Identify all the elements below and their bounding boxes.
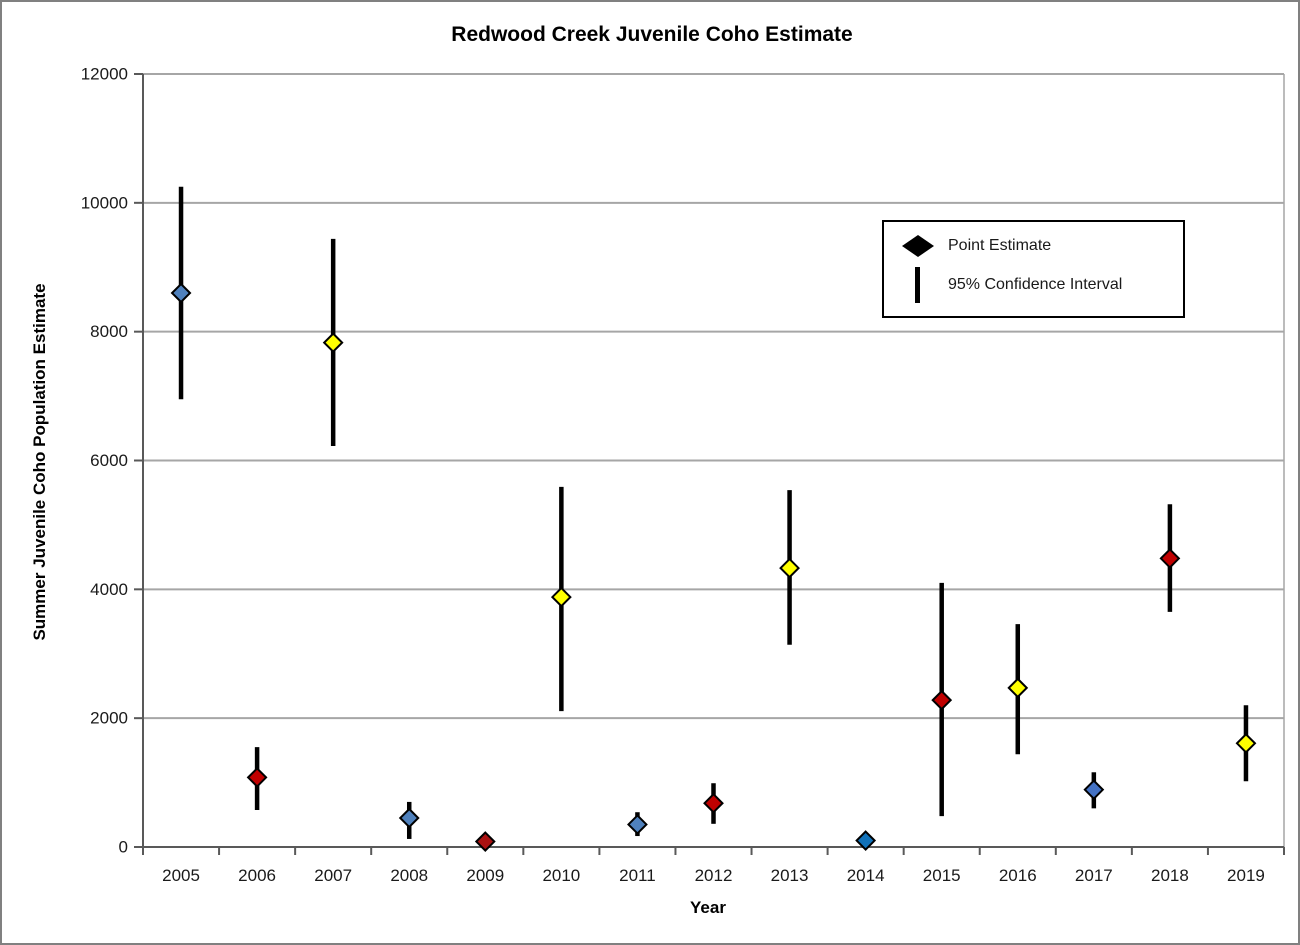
y-axis-title: Summer Juvenile Coho Population Estimate <box>30 283 49 641</box>
legend-label-confidence-interval: 95% Confidence Interval <box>948 276 1123 294</box>
x-tick-label-2006: 2006 <box>238 866 276 885</box>
x-tick-label-2014: 2014 <box>847 866 885 885</box>
y-tick-label-10000: 10000 <box>81 193 128 212</box>
data-point-2016 <box>1007 677 1029 699</box>
chart-title: Redwood Creek Juvenile Coho Estimate <box>451 23 853 46</box>
legend-item-confidence-interval: 95% Confidence Interval <box>900 265 1183 305</box>
diamond-icon <box>902 234 934 257</box>
data-point-2017 <box>1083 779 1105 801</box>
legend: Point Estimate 95% Confidence Interval <box>882 220 1185 318</box>
x-tick-label-2011: 2011 <box>619 866 656 885</box>
x-tick-label-2015: 2015 <box>923 866 961 885</box>
vertical-bar-icon <box>915 267 920 304</box>
x-tick-label-2018: 2018 <box>1151 866 1189 885</box>
x-tick-label-2007: 2007 <box>314 866 352 885</box>
y-tick-label-6000: 6000 <box>90 451 128 470</box>
x-tick-label-2009: 2009 <box>466 866 504 885</box>
y-tick-label-4000: 4000 <box>90 580 128 599</box>
y-tick-label-0: 0 <box>119 838 128 857</box>
data-point-2013 <box>779 557 800 579</box>
legend-item-point-estimate: Point Estimate <box>900 233 1183 259</box>
data-point-2015 <box>931 689 953 711</box>
data-point-2009 <box>474 831 496 852</box>
x-tick-label-2019: 2019 <box>1227 866 1265 885</box>
y-tick-label-2000: 2000 <box>90 709 128 728</box>
data-point-2011 <box>627 814 648 835</box>
x-axis-title: Year <box>690 898 726 917</box>
data-point-2007 <box>322 332 344 354</box>
x-tick-label-2010: 2010 <box>542 866 580 885</box>
x-tick-label-2016: 2016 <box>999 866 1037 885</box>
data-point-2005 <box>170 282 192 304</box>
x-tick-label-2008: 2008 <box>390 866 428 885</box>
y-tick-label-12000: 12000 <box>81 65 128 84</box>
data-point-2018 <box>1159 547 1181 569</box>
data-point-2008 <box>398 807 420 829</box>
data-point-2014 <box>855 830 877 851</box>
y-tick-label-8000: 8000 <box>90 322 128 341</box>
x-tick-label-2017: 2017 <box>1075 866 1113 885</box>
x-tick-label-2012: 2012 <box>695 866 733 885</box>
data-point-2010 <box>550 586 572 608</box>
x-tick-label-2013: 2013 <box>771 866 809 885</box>
data-point-2019 <box>1235 732 1257 754</box>
data-point-2006 <box>246 767 268 788</box>
legend-label-point-estimate: Point Estimate <box>948 236 1052 254</box>
x-tick-label-2005: 2005 <box>162 866 200 885</box>
data-point-2012 <box>703 792 724 814</box>
